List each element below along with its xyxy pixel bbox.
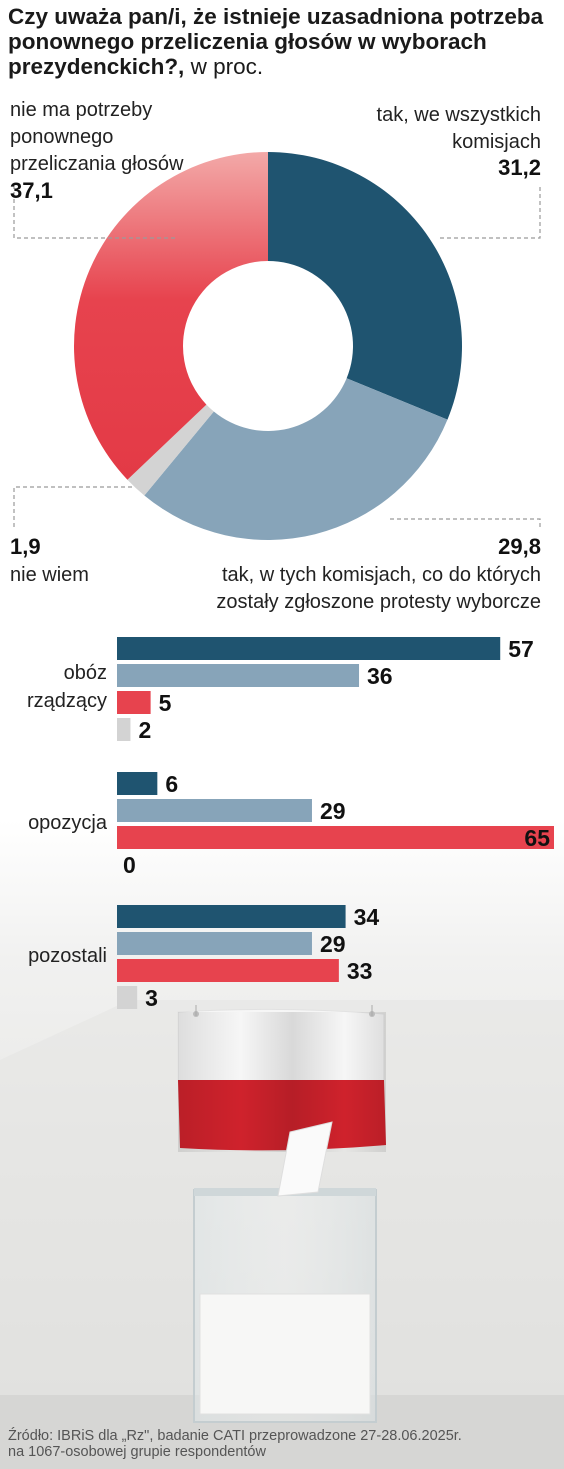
polish-flag-image <box>177 1005 386 1152</box>
leader-line-37-1 <box>13 185 178 239</box>
bar-group-1: obóz rządzący 57 36 52 <box>27 636 534 743</box>
bar-3-2 <box>117 932 312 955</box>
label-slice-1-line-1: tak, we wszystkich <box>377 104 541 126</box>
label-slice-4-line-1: nie ma potrzeby <box>10 99 152 121</box>
label-slice-2-line-1: tak, w tych komisjach, co do których <box>222 564 541 586</box>
chart-title: Czy uważa pan/i, że istnieje uzasadniona… <box>8 4 556 79</box>
leader-line-29-8 <box>390 518 541 530</box>
source-note: Źródło: IBRiS dla „Rz", badanie CATI prz… <box>8 1428 556 1460</box>
donut-slice-1 <box>268 152 462 420</box>
bar-group-2: opozycja 6 29 65 0 <box>28 771 554 878</box>
source-line-1: Źródło: IBRiS dla „Rz", badanie CATI prz… <box>8 1428 462 1444</box>
group-label-1-line-1: obóz <box>64 662 107 684</box>
bar-3-4 <box>117 986 138 1009</box>
bar-chart: obóz rządzący 57 36 52 opozycja 6 29 65 0 pozostal… <box>27 636 554 1011</box>
value-slice-3: 1,9 <box>10 534 41 559</box>
source-line-2: na 1067-osobowej grupie respondentów <box>8 1444 266 1460</box>
bar-1-1 <box>117 637 501 660</box>
value-slice-2: 29,8 <box>498 534 541 559</box>
bar-value-2-3: 65 <box>524 825 550 851</box>
bar-value-3-1: 34 <box>354 904 380 930</box>
donut-slice-3 <box>127 404 214 496</box>
leader-line-31-2 <box>440 185 541 239</box>
bar-value-2-4: 0 <box>123 852 136 878</box>
ballot-box-image <box>193 1121 377 1423</box>
bar-2-1 <box>117 772 158 795</box>
value-slice-4: 37,1 <box>10 178 53 203</box>
donut-chart <box>74 152 462 540</box>
label-slice-4-line-2: ponownego <box>10 126 113 148</box>
bar-3-3 <box>117 959 339 982</box>
ballot-photo-illustration <box>0 1000 564 1469</box>
label-slice-1-line-2: komisjach <box>452 131 541 153</box>
label-slice-3-line-1: nie wiem <box>10 564 89 586</box>
bar-3-1 <box>117 905 346 928</box>
bar-2-2 <box>117 799 312 822</box>
donut-slice-4 <box>74 152 268 480</box>
label-slice-2-line-2: zostały zgłoszone protesty wyborcze <box>216 591 541 613</box>
bar-2-3 <box>117 826 554 849</box>
bar-1-3 <box>117 691 151 714</box>
bar-value-2-1: 6 <box>165 771 178 797</box>
bar-value-3-4: 3 <box>145 985 158 1011</box>
group-label-2-line-1: opozycja <box>28 812 108 834</box>
title-question: Czy uważa pan/i, że istnieje uzasadniona… <box>8 4 544 79</box>
bar-1-4 <box>117 718 131 741</box>
bar-value-1-3: 5 <box>159 690 172 716</box>
bar-value-1-2: 36 <box>367 663 393 689</box>
bar-value-3-3: 33 <box>347 958 373 984</box>
leader-line-1-9 <box>13 486 134 527</box>
bar-value-1-4: 2 <box>138 717 151 743</box>
group-label-3-line-1: pozostali <box>28 945 107 967</box>
bar-value-1-1: 57 <box>508 636 534 662</box>
value-slice-1: 31,2 <box>498 155 541 180</box>
donut-slice-2 <box>144 378 448 540</box>
bar-value-2-2: 29 <box>320 798 346 824</box>
group-label-1-line-2: rządzący <box>27 690 107 712</box>
label-slice-4-line-3: przeliczania głosów <box>10 153 184 175</box>
bar-1-2 <box>117 664 360 687</box>
bar-value-3-2: 29 <box>320 931 346 957</box>
title-unit: w proc. <box>190 54 264 79</box>
